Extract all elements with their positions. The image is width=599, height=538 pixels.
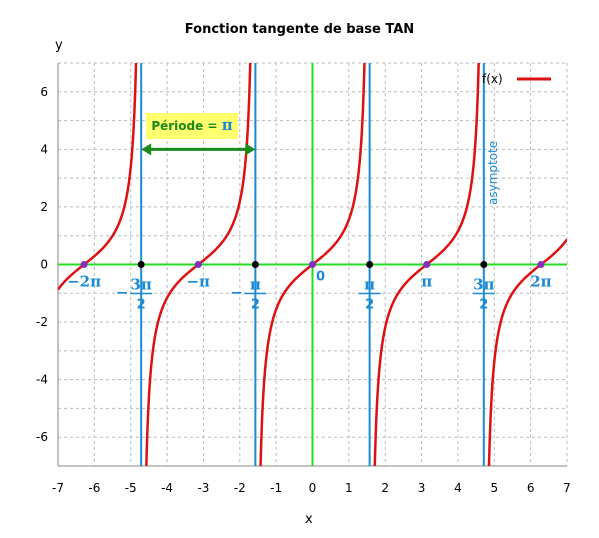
x-tick-label: 1 — [345, 481, 353, 495]
zero-point — [537, 261, 545, 268]
y-axis-label: y — [55, 38, 63, 53]
x-tick-label: -4 — [161, 481, 173, 495]
x-tick-label: 7 — [563, 481, 571, 495]
x-tick-label: -7 — [52, 481, 64, 495]
period-arrow-head-right — [245, 143, 256, 156]
pi-fraction-sign: − — [230, 284, 243, 302]
zero-point — [423, 261, 431, 268]
asymptote-label: asymptote — [486, 140, 500, 205]
pi-fraction-denominator: 2 — [251, 298, 260, 313]
pi-fraction-numerator: 3π — [473, 276, 494, 294]
y-tick-label: -2 — [36, 315, 48, 329]
asymptote-point — [251, 261, 259, 268]
zero-point — [80, 261, 88, 268]
y-tick-label: -4 — [36, 373, 48, 387]
pi-fraction-numerator: 3π — [130, 276, 151, 294]
x-tick-label: 0 — [309, 481, 317, 495]
tan-curve-branch — [487, 238, 567, 466]
tan-curve-branch — [58, 63, 138, 291]
asymptote-point — [480, 261, 488, 268]
pi-fraction-sign: − — [116, 284, 129, 302]
period-annotation-box — [146, 113, 238, 139]
pi-label: −2π — [67, 273, 101, 291]
period-arrow-head-left — [141, 143, 152, 156]
legend-label: f(x) — [482, 72, 503, 86]
x-tick-label: -1 — [270, 481, 282, 495]
x-tick-label: 6 — [527, 481, 535, 495]
zero-point — [309, 261, 316, 268]
x-tick-label: -6 — [88, 481, 100, 495]
asymptote-point — [137, 261, 145, 268]
asymptote-point — [366, 261, 374, 268]
y-tick-label: 4 — [40, 142, 48, 156]
y-tick-label: 0 — [40, 258, 48, 272]
pi-label: 0 — [316, 270, 325, 285]
x-axis-label: x — [305, 512, 313, 527]
period-annotation-label: Période = π — [151, 116, 233, 134]
x-tick-label: 5 — [490, 481, 498, 495]
pi-label: 2π — [530, 273, 551, 291]
x-tick-label: 3 — [418, 481, 426, 495]
zero-point — [194, 261, 202, 268]
y-tick-label: 2 — [40, 200, 48, 214]
x-tick-label: -3 — [197, 481, 209, 495]
x-tick-label: 2 — [381, 481, 389, 495]
pi-fraction-numerator: π — [250, 276, 261, 294]
x-tick-label: -2 — [234, 481, 246, 495]
x-tick-label: 4 — [454, 481, 462, 495]
chart-title: Fonction tangente de base TAN — [184, 22, 415, 37]
pi-label: π — [421, 273, 432, 291]
pi-fraction-denominator: 2 — [365, 298, 374, 313]
x-tick-label: -5 — [125, 481, 137, 495]
pi-fraction-numerator: π — [364, 276, 375, 294]
y-tick-label: 6 — [40, 85, 48, 99]
pi-fraction-denominator: 2 — [479, 298, 488, 313]
pi-fraction-denominator: 2 — [137, 298, 146, 313]
pi-label: −π — [186, 273, 210, 291]
y-tick-label: -6 — [36, 430, 48, 444]
